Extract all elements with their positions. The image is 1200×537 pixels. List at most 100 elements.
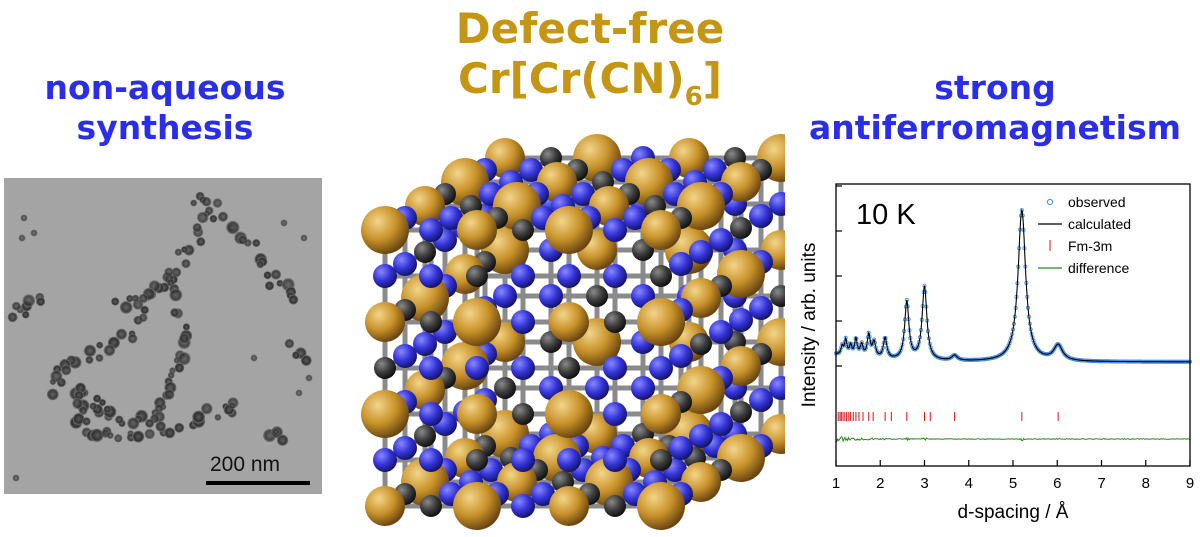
particle bbox=[114, 434, 123, 443]
chromium-atom bbox=[641, 394, 681, 434]
particle bbox=[131, 294, 140, 303]
nitrogen-atom bbox=[511, 448, 535, 472]
nitrogen-atom bbox=[669, 344, 693, 368]
nitrogen-atom bbox=[649, 356, 673, 380]
legend-difference: difference bbox=[1068, 260, 1129, 276]
nitrogen-atom bbox=[373, 448, 397, 472]
particle bbox=[138, 313, 148, 323]
formula-end: ] bbox=[702, 54, 722, 103]
particle bbox=[132, 430, 145, 443]
particle bbox=[83, 344, 97, 357]
nitrogen-atom bbox=[769, 192, 785, 216]
chromium-atom bbox=[549, 486, 589, 526]
particle bbox=[126, 294, 134, 303]
particle bbox=[30, 229, 38, 237]
carbon-atom bbox=[512, 403, 534, 425]
carbon-atom bbox=[604, 311, 626, 333]
nitrogen-atom bbox=[603, 264, 627, 288]
nitrogen-atom bbox=[511, 264, 535, 288]
particle bbox=[21, 310, 30, 319]
carbon-atom bbox=[420, 311, 442, 333]
particle bbox=[300, 234, 308, 242]
particle bbox=[250, 354, 258, 362]
chromium-atom bbox=[637, 298, 685, 346]
particle bbox=[196, 237, 206, 247]
nitrogen-atom bbox=[531, 482, 555, 506]
carbon-atom bbox=[494, 377, 516, 399]
particle bbox=[103, 344, 116, 357]
legend: observed calculated Fm-3m difference bbox=[1038, 194, 1131, 276]
nitrogen-atom bbox=[393, 436, 417, 460]
nitrogen-atom bbox=[709, 412, 733, 436]
carbon-atom bbox=[558, 357, 580, 379]
tem-micrograph: 200 nm bbox=[4, 178, 322, 494]
particle bbox=[164, 389, 175, 400]
particle bbox=[292, 351, 301, 360]
left-heading: non-aqueous synthesis bbox=[0, 68, 330, 148]
nitrogen-atom bbox=[519, 158, 543, 182]
nitrogen-atom bbox=[493, 284, 517, 308]
x-tick-label: 6 bbox=[1053, 475, 1061, 492]
nitrogen-atom bbox=[585, 376, 609, 400]
difference-line bbox=[835, 435, 1190, 443]
particle bbox=[177, 352, 191, 366]
particle bbox=[173, 357, 181, 364]
carbon-atom bbox=[730, 217, 752, 239]
right-heading-line2: antiferromagnetism bbox=[808, 108, 1182, 147]
particle bbox=[305, 374, 313, 382]
x-axis-ticks: 1 2 3 4 5 6 7 8 9 bbox=[832, 460, 1194, 492]
particle bbox=[119, 301, 133, 314]
nitrogen-atom bbox=[689, 240, 713, 264]
crystal-structure bbox=[361, 134, 785, 530]
particle bbox=[72, 413, 85, 425]
chromium-atom bbox=[365, 486, 405, 526]
nitrogen-atom bbox=[709, 320, 733, 344]
carbon-atom bbox=[466, 449, 488, 471]
particle bbox=[170, 308, 180, 318]
particle bbox=[49, 378, 57, 385]
particle bbox=[192, 223, 202, 233]
particle bbox=[270, 269, 282, 280]
nitrogen-atom bbox=[439, 206, 463, 230]
particle bbox=[145, 418, 155, 428]
x-tick-label: 4 bbox=[965, 475, 973, 492]
nitrogen-atom bbox=[689, 424, 713, 448]
plot-content bbox=[834, 208, 1192, 443]
carbon-atom bbox=[604, 495, 626, 517]
particle bbox=[115, 415, 124, 424]
particle bbox=[106, 431, 114, 439]
y-axis-ticks bbox=[836, 185, 842, 367]
particle bbox=[209, 214, 218, 223]
particle bbox=[226, 220, 240, 235]
chromium-atom bbox=[641, 210, 681, 250]
right-heading: strong antiferromagnetism bbox=[790, 68, 1200, 148]
particle bbox=[138, 293, 149, 304]
nitrogen-atom bbox=[539, 284, 563, 308]
nitrogen-atom bbox=[557, 448, 581, 472]
chromium-atom bbox=[365, 302, 405, 342]
nitrogen-atom bbox=[511, 356, 535, 380]
particle bbox=[167, 371, 175, 379]
nitrogen-atom bbox=[669, 252, 693, 276]
carbon-atom bbox=[770, 285, 785, 307]
legend-fm3m: Fm-3m bbox=[1068, 238, 1112, 254]
particle bbox=[190, 199, 198, 207]
carbon-atom bbox=[650, 265, 672, 287]
particle bbox=[256, 260, 265, 269]
particle bbox=[228, 402, 236, 409]
particle bbox=[295, 389, 303, 397]
observed-point bbox=[915, 345, 920, 350]
particle bbox=[127, 333, 138, 344]
scale-bar bbox=[206, 481, 310, 485]
legend-calculated: calculated bbox=[1068, 216, 1131, 232]
particle bbox=[243, 239, 252, 247]
particle bbox=[11, 301, 21, 311]
particle bbox=[99, 399, 106, 406]
particle bbox=[82, 417, 91, 426]
diffraction-chart: 1 2 3 4 5 6 7 8 9 10 K d-spacing / Å Intensity /… bbox=[799, 183, 1194, 523]
observed-points bbox=[834, 208, 1192, 364]
particle bbox=[214, 414, 222, 421]
particle bbox=[217, 211, 229, 222]
chromium-atom bbox=[361, 390, 409, 438]
temperature-annotation: 10 K bbox=[856, 199, 916, 231]
